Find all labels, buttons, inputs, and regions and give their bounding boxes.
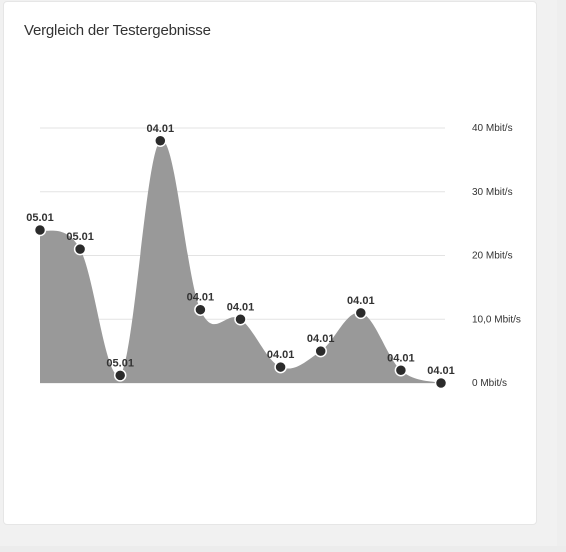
- y-tick-label: 0 Mbit/s: [472, 378, 507, 389]
- page-scroll-edge: [557, 0, 566, 552]
- data-point-label: 04.01: [307, 333, 335, 345]
- data-point-label: 04.01: [147, 123, 175, 135]
- data-point[interactable]: [274, 360, 287, 374]
- page-bottom-edge: [0, 546, 566, 552]
- y-tick-label: 40 Mbit/s: [472, 123, 513, 134]
- data-point-label: 04.01: [227, 301, 255, 313]
- data-point-label: 04.01: [187, 292, 215, 304]
- data-point-label: 04.01: [427, 365, 455, 377]
- data-point-label: 05.01: [66, 231, 94, 243]
- data-point[interactable]: [113, 369, 127, 382]
- data-point[interactable]: [194, 303, 207, 316]
- data-point[interactable]: [234, 313, 247, 326]
- data-point-label: 05.01: [106, 357, 134, 369]
- data-point[interactable]: [154, 134, 167, 147]
- data-point-label: 04.01: [347, 295, 375, 307]
- data-point-label: 05.01: [26, 212, 54, 224]
- series-area: [40, 140, 441, 383]
- data-point-label: 04.01: [387, 352, 415, 364]
- y-tick-label: 30 Mbit/s: [472, 187, 513, 198]
- data-point[interactable]: [314, 344, 327, 358]
- data-point[interactable]: [394, 364, 408, 377]
- data-points: [33, 134, 448, 390]
- data-labels: 05.01 05.01 05.01 04.01 04.01 04.01 04.01 04.01…: [26, 123, 455, 377]
- data-point[interactable]: [33, 223, 47, 237]
- data-point[interactable]: [354, 306, 368, 320]
- card-title: Vergleich der Testergebnisse: [24, 22, 211, 39]
- test-results-card: Vergleich der Testergebnisse: [3, 1, 537, 525]
- data-point[interactable]: [73, 242, 87, 256]
- data-point-label: 04.01: [267, 349, 295, 361]
- y-tick-label: 10,0 Mbit/s: [472, 314, 521, 325]
- y-axis-ticks: 40 Mbit/s 30 Mbit/s 20 Mbit/s 10,0 Mbit/s 0 …: [472, 123, 521, 389]
- y-tick-label: 20 Mbit/s: [472, 251, 513, 262]
- data-point[interactable]: [434, 376, 448, 390]
